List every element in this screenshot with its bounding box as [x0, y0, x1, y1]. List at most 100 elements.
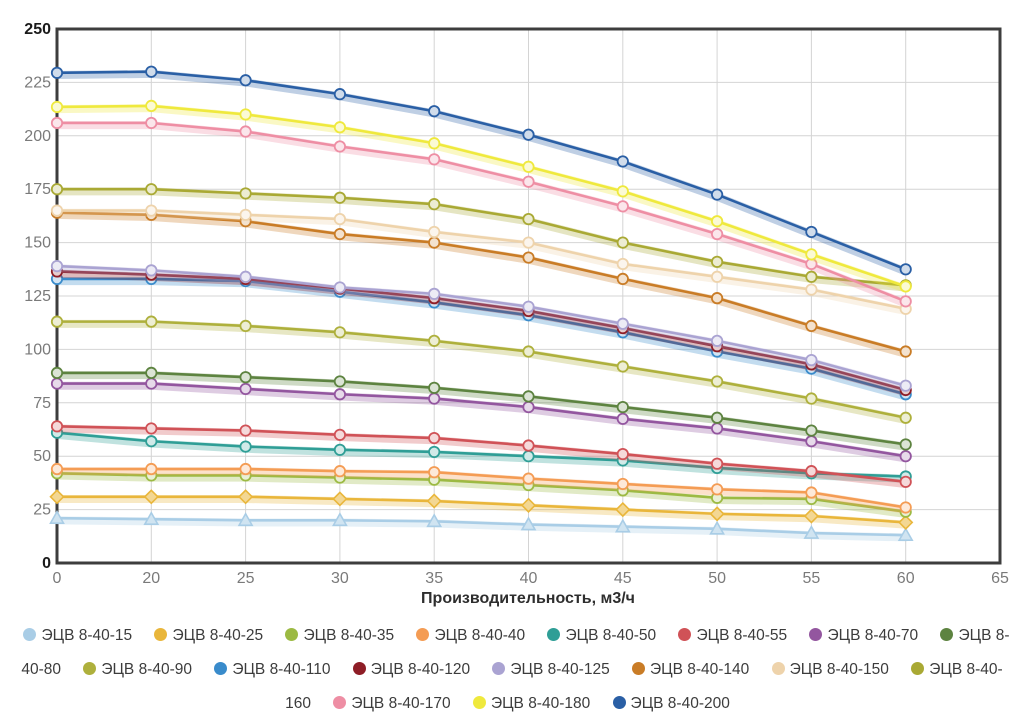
y-tick-label: 250 [24, 21, 51, 38]
legend-item-эцв-8-40-170[interactable]: ЭЦВ 8-40-170 [333, 695, 451, 712]
chart-legend: ЭЦВ 8-40-15 ЭЦВ 8-40-25 ЭЦВ 8-40-35 ЭЦВ … [0, 617, 1024, 721]
series-marker [428, 153, 441, 166]
legend-label: ЭЦВ 8-40-160 [285, 661, 1003, 712]
legend-swatch-icon [632, 662, 645, 675]
legend-item-эцв-8-40-160[interactable]: ЭЦВ 8-40-160 [285, 661, 1003, 712]
series-marker [428, 392, 441, 405]
legend-item-эцв-8-40-200[interactable]: ЭЦВ 8-40-200 [612, 695, 730, 712]
series-line [55, 211, 908, 353]
legend-swatch-icon [612, 696, 626, 709]
series-marker [239, 462, 252, 476]
series-marker [145, 204, 158, 217]
legend-label: ЭЦВ 8-40-35 [303, 627, 395, 644]
series-marker [522, 439, 535, 452]
series-marker [522, 390, 535, 403]
series-marker [710, 411, 724, 424]
series-marker [50, 183, 64, 196]
series-glow [53, 208, 910, 316]
series-эцв-8-40-80 [50, 366, 912, 451]
legend-item-эцв-8-40-120[interactable]: ЭЦВ 8-40-120 [352, 661, 470, 678]
legend-swatch-icon [472, 696, 486, 709]
series-marker [145, 183, 158, 196]
series-line [55, 209, 908, 311]
series-marker [805, 424, 818, 437]
series-marker [333, 140, 346, 153]
legend-label: ЭЦВ 8-40-80 [21, 627, 1010, 678]
series-marker [710, 375, 724, 388]
series-marker [709, 520, 725, 535]
legend-item-эцв-8-40-35[interactable]: ЭЦВ 8-40-35 [285, 627, 394, 644]
series-marker [50, 259, 64, 273]
y-axis-ticks: 0 25 50 75 100 125 150 175 200 225 250 [24, 21, 51, 572]
series-glow [53, 121, 910, 308]
series-line [55, 424, 908, 484]
legend-item-эцв-8-40-55[interactable]: ЭЦВ 8-40-55 [678, 627, 787, 644]
x-tick-label: 30 [331, 570, 349, 587]
series-marker [710, 255, 724, 268]
series-marker [805, 248, 818, 261]
series-marker [239, 440, 252, 453]
series-marker [333, 281, 346, 294]
series-marker [239, 74, 252, 87]
series-marker [803, 524, 820, 539]
series-marker [522, 213, 535, 226]
series-marker [428, 431, 441, 445]
series-marker [333, 88, 346, 101]
series-marker [50, 366, 64, 379]
series-эцв-8-40-170 [50, 116, 912, 308]
series-marker [428, 236, 441, 249]
series-marker [805, 465, 818, 478]
series-marker [805, 353, 818, 367]
legend-item-эцв-8-40-70[interactable]: ЭЦВ 8-40-70 [809, 627, 918, 644]
series-marker [616, 236, 629, 249]
legend-label: ЭЦВ 8-40-110 [232, 661, 331, 678]
series-glow [53, 471, 910, 518]
series-marker [428, 137, 441, 150]
series-marker [616, 360, 629, 373]
legend-label: ЭЦВ 8-40-150 [789, 661, 889, 678]
series-glow [53, 104, 910, 293]
series-marker [239, 125, 252, 138]
series-marker [145, 377, 158, 390]
legend-item-эцв-8-40-125[interactable]: ЭЦВ 8-40-125 [492, 661, 610, 678]
series-marker [897, 527, 914, 542]
series-marker [616, 412, 629, 425]
series-glow [53, 424, 910, 489]
legend-label: ЭЦВ 8-40-200 [630, 695, 730, 712]
legend-item-эцв-8-40-180[interactable]: ЭЦВ 8-40-180 [472, 695, 590, 712]
y-tick-label: 100 [24, 341, 51, 358]
series-marker [616, 185, 629, 198]
series-marker [616, 317, 629, 330]
legend-item-эцв-8-40-110[interactable]: ЭЦВ 8-40-110 [214, 661, 330, 678]
series-marker [428, 225, 441, 239]
x-tick-label: 35 [425, 570, 443, 587]
legend-item-эцв-8-40-80[interactable]: ЭЦВ 8-40-80 [21, 627, 1009, 678]
series-marker [710, 292, 724, 305]
legend-item-эцв-8-40-40[interactable]: ЭЦВ 8-40-40 [416, 627, 525, 644]
legend-swatch-icon [911, 662, 925, 675]
legend-item-эцв-8-40-90[interactable]: ЭЦВ 8-40-90 [83, 661, 192, 678]
legend-swatch-icon [352, 662, 366, 675]
legend-item-эцв-8-40-15[interactable]: ЭЦВ 8-40-15 [23, 627, 132, 644]
series-marker [522, 251, 535, 264]
legend-item-эцв-8-40-150[interactable]: ЭЦВ 8-40-150 [771, 661, 889, 678]
series-layer [49, 65, 914, 542]
series-marker [239, 424, 252, 437]
series-marker [50, 462, 64, 476]
series-marker [50, 204, 64, 217]
series-marker [50, 66, 64, 79]
y-tick-label: 125 [24, 288, 51, 305]
legend-item-эцв-8-40-140[interactable]: ЭЦВ 8-40-140 [632, 661, 749, 678]
series-эцв-8-40-125 [50, 259, 912, 392]
legend-label: ЭЦВ 8-40-90 [101, 661, 192, 678]
series-marker [50, 420, 64, 433]
series-marker [616, 257, 629, 271]
series-marker [899, 450, 912, 463]
series-marker [710, 422, 724, 435]
legend-item-эцв-8-40-25[interactable]: ЭЦВ 8-40-25 [154, 627, 263, 644]
series-marker [145, 435, 158, 448]
series-эцв-8-40-70 [50, 377, 912, 463]
legend-item-эцв-8-40-50[interactable]: ЭЦВ 8-40-50 [547, 627, 656, 644]
legend-swatch-icon [492, 662, 506, 675]
